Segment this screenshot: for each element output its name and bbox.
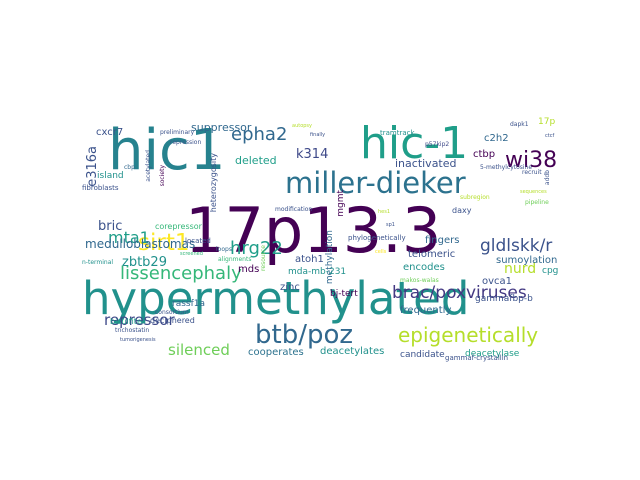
word-deciphered: deciphered	[150, 316, 195, 325]
word-epigenetically: epigenetically	[398, 323, 539, 347]
word-atoh1: atoh1	[295, 254, 324, 265]
word-modification: modification	[275, 206, 313, 213]
word-gammaf-crystallin: gammaf-crystallin	[445, 354, 509, 362]
word-finally: finally	[310, 132, 326, 138]
word-cpg: cpg	[542, 266, 559, 276]
word-mda-mb-231: mda-mb-231	[288, 267, 347, 277]
word-corepressor: corepressor	[155, 222, 202, 231]
word-c2h2: c2h2	[484, 133, 509, 144]
word-hic-1-b: hic-1	[360, 118, 469, 169]
word-inactivated: inactivated	[395, 157, 457, 170]
word-ctcf: ctcf	[545, 133, 555, 139]
word-dapk1: dapk1	[510, 121, 529, 128]
word-resource: resource	[260, 245, 267, 271]
word-subregion: subregion	[460, 194, 490, 201]
word-deleted: deleted	[235, 154, 277, 167]
word-preliminary: preliminary	[160, 129, 195, 136]
word-island: island	[97, 171, 124, 181]
word-repressor: repressor	[104, 311, 175, 329]
word-mgmt: mgmt	[336, 190, 346, 217]
word-epha2: epha2	[231, 124, 288, 145]
word-cxcr7: cxcr7	[96, 127, 124, 138]
word-17p13-3: 17p13.3	[185, 194, 442, 267]
word-telomeric: telomeric	[408, 249, 456, 260]
word-btb-poz: btb/poz	[255, 320, 354, 350]
word-zbtb29: zbtb29	[122, 255, 167, 270]
word-medulloblastomas: medulloblastomas	[85, 237, 196, 251]
word-alignments: alignments	[218, 256, 252, 263]
word-cells: cells	[375, 249, 387, 255]
word-tumorigenesis: tumorigenesis	[120, 337, 156, 343]
word-heterozygosity: heterozygosity	[209, 153, 218, 213]
word-loops: loops	[216, 246, 232, 253]
word-acetylated: acetylated	[145, 150, 152, 182]
word-fibroblasts: fibroblasts	[82, 184, 119, 192]
word-p57kip2: p57kip2	[425, 141, 450, 148]
word-candidate: candidate	[400, 350, 445, 360]
word-addb: addb	[544, 170, 551, 186]
word-ovca1: ovca1	[482, 276, 513, 287]
word-bric: bric	[98, 219, 123, 234]
word-mds: mds	[238, 264, 260, 275]
word-nurd: nurd	[504, 261, 537, 277]
word-zinc: zinc	[280, 282, 300, 293]
word-wi38: wi38	[505, 148, 558, 173]
word-silenced: silenced	[168, 341, 230, 359]
word-bisulfite: bisulfite	[110, 317, 142, 326]
word-fingers: fingers	[425, 235, 460, 246]
word-phylogenetically: phylogenetically	[348, 234, 406, 242]
word-pipeline: pipeline	[525, 199, 549, 206]
word-hypermethylated: hypermethylated	[82, 272, 470, 325]
word-autopsy: autopsy	[292, 123, 312, 129]
word-located: located	[185, 237, 211, 245]
word-lissencephaly: lissencephaly	[120, 263, 242, 284]
word-repression: repression	[170, 139, 202, 146]
word-mta1: mta1	[108, 228, 150, 247]
word-bj-tert: bj-tert	[330, 289, 358, 299]
word-tramtrack: tramtrack	[380, 129, 415, 137]
word-cbp: cbp	[124, 164, 135, 171]
word-rassf1a: rassf1a	[172, 299, 206, 309]
word-gldlskk-r: gldlskk/r	[480, 236, 553, 256]
word-17p: 17p	[538, 117, 556, 127]
word-k314: k314	[296, 147, 329, 162]
word-recruit: recruit	[522, 169, 542, 176]
word-cloud: 17p13.3 hypermethylated hic1 hic-1 mille…	[80, 110, 560, 365]
word-5-methylcytosine: 5-methylcytosine	[480, 164, 533, 171]
word-society: society	[159, 165, 166, 187]
word-hes1: hes1	[378, 209, 391, 215]
word-trichostatin: trichostatin	[115, 327, 150, 334]
word-daxy: daxy	[452, 206, 472, 215]
word-frequently: frequently	[400, 305, 452, 316]
word-suppressor: suppressor	[191, 121, 252, 134]
word-miller-dieker: miller-dieker	[285, 166, 466, 200]
word-sumoylation: sumoylation	[496, 255, 558, 266]
word-brac-poxviruses: brac/poxviruses	[392, 283, 527, 303]
word-deacetylase: deacetylase	[465, 349, 520, 359]
word-deacetylates: deacetylates	[320, 346, 385, 357]
word-ctbp: ctbp	[473, 149, 496, 160]
word-gammafbp-b: gammafbp-b	[475, 294, 533, 304]
word-makos-walas: makos-walas	[400, 277, 439, 284]
word-consortium: consortium	[155, 309, 189, 316]
word-screened: screened	[180, 251, 203, 257]
word-sequences: sequences	[520, 189, 547, 195]
word-hic1: hic1	[108, 118, 226, 183]
word-hrg22: hrg22	[230, 238, 283, 259]
word-n-terminal: n-terminal	[82, 259, 114, 266]
word-sp1: sp1	[386, 222, 395, 228]
word-cooperates: cooperates	[248, 347, 304, 358]
word-sirt1: sirt1	[138, 230, 190, 256]
word-encodes: encodes	[403, 262, 445, 273]
